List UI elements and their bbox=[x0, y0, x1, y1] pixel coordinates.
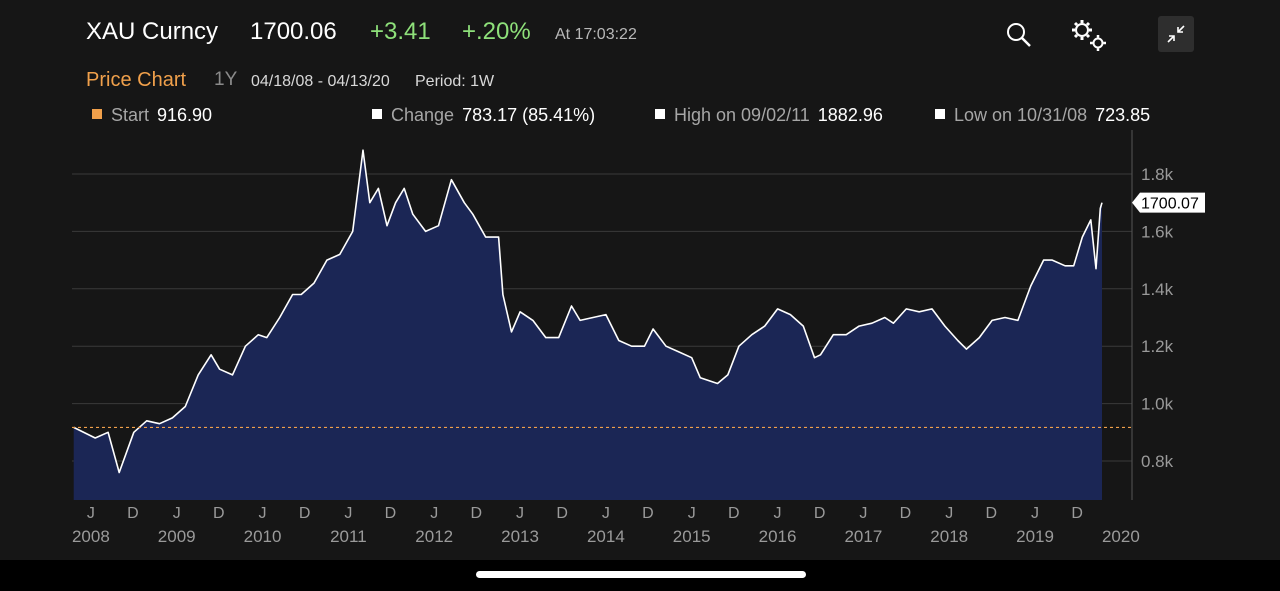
x-tick-label: D bbox=[299, 505, 311, 522]
collapse-icon[interactable] bbox=[1158, 16, 1194, 52]
x-year-label: 2015 bbox=[673, 527, 711, 546]
stat-change-value: 783.17 (85.41%) bbox=[462, 105, 596, 125]
x-tick-label: D bbox=[213, 505, 225, 522]
x-tick-label: D bbox=[642, 505, 654, 522]
date-range: 04/18/08 - 04/13/20 bbox=[251, 73, 390, 90]
y-tick-label: 1.2k bbox=[1141, 337, 1174, 356]
x-year-label: 2014 bbox=[587, 527, 625, 546]
x-year-label: 2010 bbox=[244, 527, 282, 546]
x-tick-label: D bbox=[985, 505, 997, 522]
stat-high-value: 1882.96 bbox=[817, 105, 883, 125]
y-tick-label: 1.4k bbox=[1141, 280, 1174, 299]
high-swatch bbox=[655, 109, 665, 119]
x-tick-label: D bbox=[900, 505, 912, 522]
x-tick-label: D bbox=[470, 505, 482, 522]
x-tick-label: J bbox=[430, 505, 438, 522]
x-tick-label: J bbox=[87, 505, 95, 522]
x-tick-label: J bbox=[602, 505, 610, 522]
x-year-label: 2013 bbox=[501, 527, 539, 546]
x-tick-label: D bbox=[127, 505, 139, 522]
stat-high-label: High on 09/02/11 bbox=[674, 105, 810, 125]
x-tick-label: D bbox=[1071, 505, 1083, 522]
stat-start: Start 916.90 bbox=[92, 105, 212, 126]
last-price-flag bbox=[1132, 192, 1205, 213]
x-year-label: 2020 bbox=[1102, 527, 1140, 546]
x-year-label: 2011 bbox=[330, 527, 367, 546]
x-year-label: 2016 bbox=[759, 527, 797, 546]
price-chart[interactable]: 0.8k 1.0k 1.2k 1.4k 1.6k 1.8k 1700.07 J D J D J D J D J… bbox=[0, 130, 1280, 560]
stat-start-label: Start bbox=[111, 105, 150, 125]
x-tick-label: J bbox=[259, 505, 267, 522]
y-tick-label: 1.6k bbox=[1141, 222, 1174, 241]
price-change: +3.41 bbox=[370, 18, 431, 45]
app-screen: XAU Curncy 1700.06 +3.41 +.20% At 17:03:… bbox=[0, 0, 1280, 560]
price-area bbox=[73, 150, 1103, 500]
x-tick-label: D bbox=[556, 505, 568, 522]
start-swatch bbox=[92, 109, 102, 119]
gear-icon[interactable] bbox=[1070, 18, 1108, 52]
x-tick-label: J bbox=[173, 505, 181, 522]
x-tick-label: J bbox=[516, 505, 524, 522]
home-indicator[interactable] bbox=[476, 571, 806, 578]
x-tick-label: J bbox=[774, 505, 782, 522]
y-tick-label: 0.8k bbox=[1141, 452, 1174, 471]
x-year-label: 2009 bbox=[158, 527, 196, 546]
stat-change-label: Change bbox=[391, 105, 455, 125]
x-year-label: 2012 bbox=[415, 527, 453, 546]
stat-low-value: 723.85 bbox=[1095, 105, 1151, 125]
x-tick-label: D bbox=[728, 505, 740, 522]
x-tick-label: D bbox=[814, 505, 826, 522]
change-swatch bbox=[372, 109, 382, 119]
stat-low-label: Low on 10/31/08 bbox=[954, 105, 1088, 125]
update-time: At 17:03:22 bbox=[555, 26, 637, 43]
stat-change: Change 783.17 (85.41%) bbox=[372, 105, 595, 126]
x-tick-label: J bbox=[945, 505, 953, 522]
x-tick-label: J bbox=[688, 505, 696, 522]
stat-start-value: 916.90 bbox=[157, 105, 213, 125]
stat-low: Low on 10/31/08 723.85 bbox=[935, 105, 1150, 126]
price-change-pct: +.20% bbox=[462, 18, 531, 45]
period-label: Period: 1W bbox=[415, 73, 495, 90]
last-price-label: 1700.07 bbox=[1141, 196, 1199, 213]
stat-high: High on 09/02/11 1882.96 bbox=[655, 105, 883, 126]
last-price: 1700.06 bbox=[250, 18, 337, 45]
x-year-label: 2018 bbox=[930, 527, 968, 546]
x-year-label: 2017 bbox=[844, 527, 882, 546]
x-tick-label: J bbox=[344, 505, 352, 522]
x-tick-label: D bbox=[385, 505, 397, 522]
x-year-label: 2019 bbox=[1016, 527, 1054, 546]
y-tick-label: 1.8k bbox=[1141, 165, 1174, 184]
search-icon[interactable] bbox=[1006, 22, 1032, 48]
ticker-symbol: XAU Curncy bbox=[86, 18, 219, 45]
x-tick-label: J bbox=[1031, 505, 1039, 522]
x-tick-label: J bbox=[859, 505, 867, 522]
x-year-label: 2008 bbox=[72, 527, 110, 546]
price-chart-title: Price Chart bbox=[86, 69, 187, 91]
range-selector[interactable]: 1Y bbox=[214, 69, 238, 90]
low-swatch bbox=[935, 109, 945, 119]
y-tick-label: 1.0k bbox=[1141, 395, 1174, 414]
price-line bbox=[73, 149, 1103, 474]
